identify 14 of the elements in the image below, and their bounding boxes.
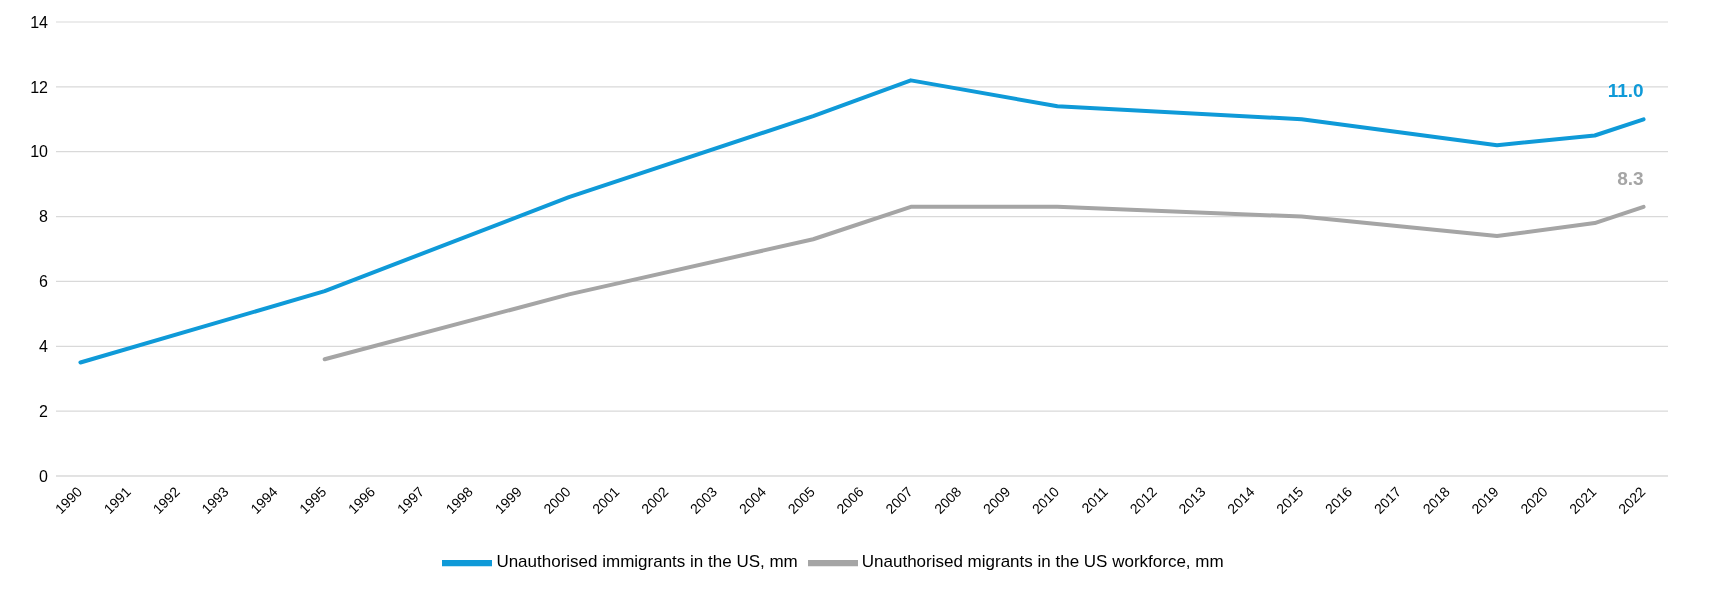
data-label: 8.3 bbox=[1617, 167, 1644, 189]
y-tick-label: 6 bbox=[39, 273, 49, 291]
y-tick-label: 4 bbox=[39, 337, 49, 355]
line-series bbox=[322, 204, 1646, 362]
y-tick-label: 10 bbox=[30, 143, 49, 161]
line-series bbox=[78, 78, 1646, 365]
y-tick-label: 8 bbox=[39, 208, 49, 226]
y-tick-label: 2 bbox=[39, 402, 49, 420]
y-tick-label: 12 bbox=[30, 78, 49, 96]
y-tick-label: 14 bbox=[30, 13, 49, 31]
legend-label: Unauthorised migrants in the US workforce, mm bbox=[861, 552, 1224, 572]
legend-label: Unauthorised immigrants in the US, mm bbox=[496, 552, 798, 572]
y-tick-label: 0 bbox=[39, 467, 49, 485]
data-label: 11.0 bbox=[1607, 80, 1644, 102]
